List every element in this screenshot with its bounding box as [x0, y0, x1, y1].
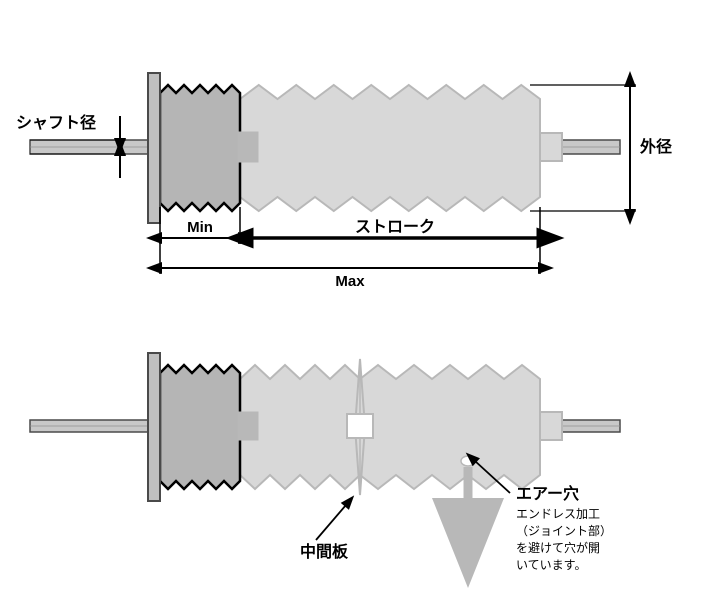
flange-plate — [148, 73, 160, 223]
bellows-right — [360, 365, 540, 489]
end-cap — [540, 412, 562, 440]
svg-text:ストローク: ストローク — [355, 218, 435, 236]
svg-text:Max: Max — [335, 273, 365, 290]
svg-text:Min: Min — [187, 219, 213, 236]
svg-text:外径: 外径 — [639, 137, 672, 156]
air-hole — [461, 456, 475, 466]
collar-shadow — [238, 132, 258, 162]
svg-text:シャフト径: シャフト径 — [16, 113, 96, 132]
label-mid-plate: 中間板 — [300, 542, 349, 561]
diagram-bottom: 中間板 エアー穴エンドレス加工 （ジョイント部） を避けて穴が開いています。 — [30, 353, 620, 572]
end-cap — [540, 133, 562, 161]
flange-plate — [148, 353, 160, 501]
air-hole-note-line: を避けて穴が開 — [516, 540, 600, 555]
bellows-compressed — [160, 365, 240, 489]
air-hole-note-line: エンドレス加工 — [516, 507, 600, 521]
bellows-extended — [240, 85, 540, 211]
collar-shadow — [238, 412, 258, 440]
label-air-hole: エアー穴 — [516, 484, 579, 503]
air-hole-note-line: いています。 — [516, 558, 586, 572]
diagram-top — [30, 73, 636, 223]
air-hole-note-line: （ジョイント部） — [516, 523, 612, 538]
bellows-compressed — [160, 85, 240, 211]
mid-collar — [347, 414, 373, 438]
